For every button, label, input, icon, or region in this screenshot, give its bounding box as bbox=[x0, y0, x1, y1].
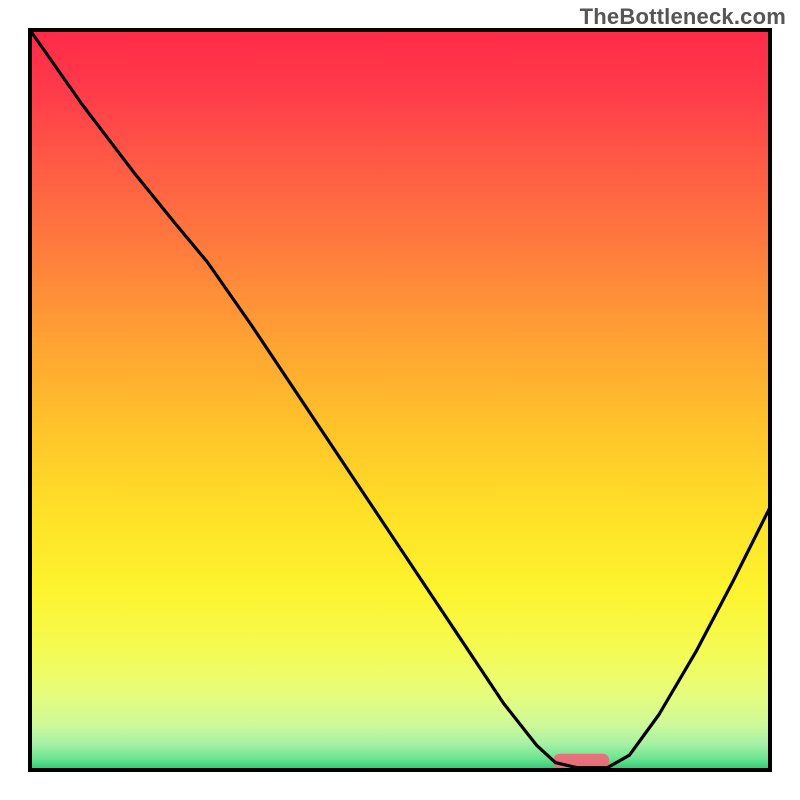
watermark-text: TheBottleneck.com bbox=[580, 4, 786, 30]
bottleneck-chart bbox=[0, 0, 800, 800]
chart-background bbox=[30, 30, 770, 770]
chart-container: TheBottleneck.com bbox=[0, 0, 800, 800]
